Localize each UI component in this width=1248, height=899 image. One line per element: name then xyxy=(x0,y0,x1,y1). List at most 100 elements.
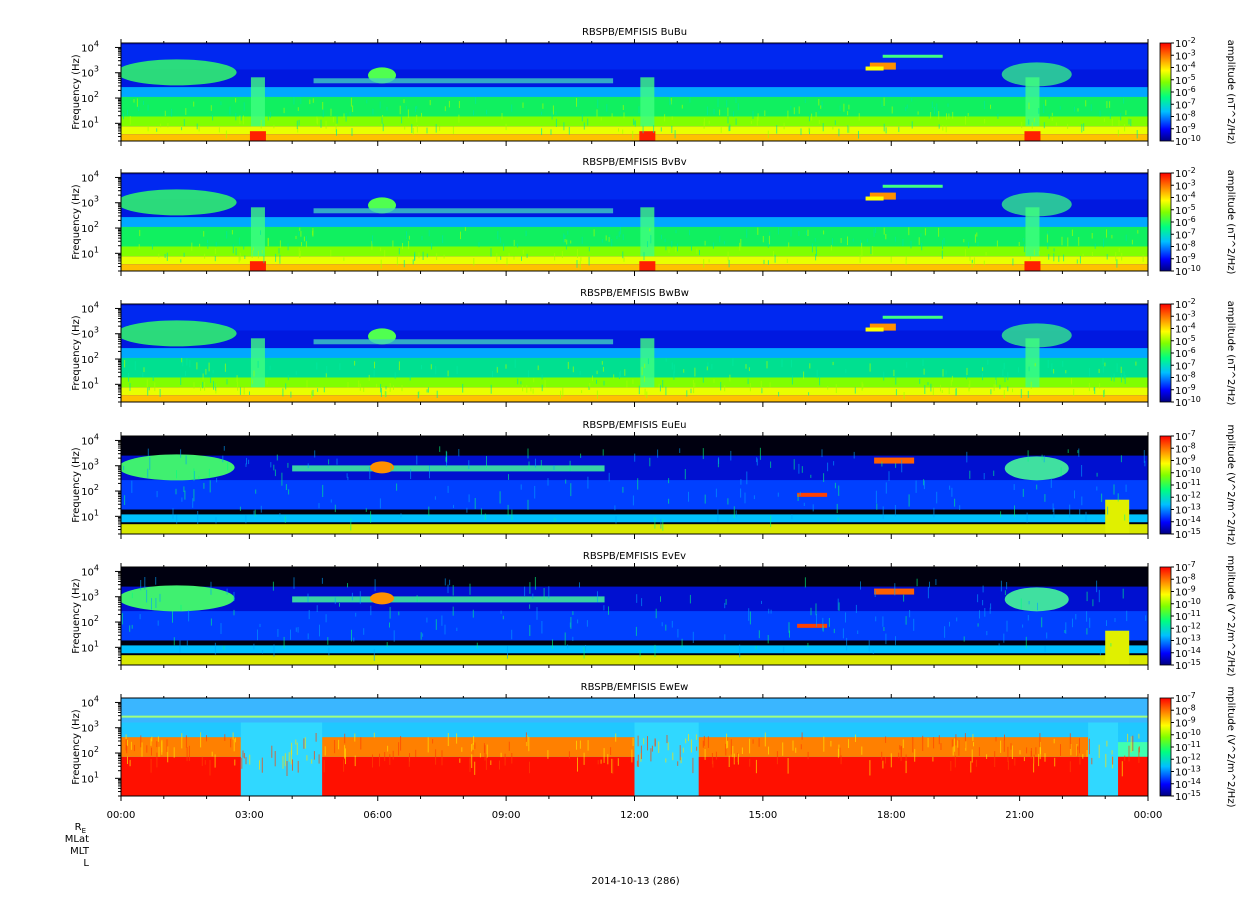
texture-mark xyxy=(409,753,410,762)
texture-mark xyxy=(456,733,458,744)
texture-mark xyxy=(412,127,414,135)
texture-mark xyxy=(1083,123,1085,131)
emission-blob xyxy=(370,592,395,605)
texture-mark xyxy=(614,505,616,511)
hiss-band xyxy=(292,465,605,472)
texture-mark xyxy=(176,470,177,479)
texture-mark xyxy=(407,109,409,118)
texture-mark xyxy=(133,744,135,752)
texture-mark xyxy=(529,604,531,609)
texture-mark xyxy=(955,734,957,746)
texture-mark xyxy=(608,606,609,615)
texture-mark xyxy=(416,595,418,602)
texture-mark xyxy=(798,106,800,114)
texture-mark xyxy=(152,375,154,381)
y-tick-base: 10 xyxy=(81,593,94,604)
texture-mark xyxy=(719,235,721,243)
texture-mark xyxy=(230,738,232,748)
texture-mark xyxy=(908,227,910,236)
texture-mark xyxy=(243,387,245,395)
red-dome-top xyxy=(698,737,1089,757)
texture-mark xyxy=(513,256,515,260)
texture-mark xyxy=(525,230,527,237)
texture-mark xyxy=(349,111,351,116)
colorbar-tick-label: 10-10 xyxy=(1175,395,1201,409)
texture-mark xyxy=(1003,389,1005,398)
colorbar-tick-exponent: -15 xyxy=(1188,789,1201,798)
ephemeris-label-text: MLT xyxy=(70,846,90,857)
texture-mark xyxy=(672,752,674,761)
texture-mark xyxy=(290,391,292,398)
emission-streak-2 xyxy=(797,623,828,628)
texture-mark xyxy=(1070,744,1072,756)
y-tick-base: 10 xyxy=(81,774,94,785)
texture-mark xyxy=(245,757,247,765)
texture-mark xyxy=(522,249,524,255)
texture-mark xyxy=(983,260,985,266)
texture-mark xyxy=(225,130,227,139)
colorbar-tick-base: 10 xyxy=(1175,694,1188,705)
texture-mark xyxy=(380,383,382,393)
texture-mark xyxy=(1122,588,1124,599)
texture-mark xyxy=(555,118,557,127)
texture-mark xyxy=(1034,363,1036,367)
colorbar-tick-exponent: -10 xyxy=(1188,395,1201,404)
texture-mark xyxy=(1130,736,1132,753)
texture-mark xyxy=(464,227,466,231)
texture-mark xyxy=(130,741,132,750)
colorbar-tick-exponent: -5 xyxy=(1188,73,1196,82)
texture-mark xyxy=(936,109,938,117)
texture-mark xyxy=(803,371,805,380)
texture-mark xyxy=(173,747,175,758)
texture-mark xyxy=(421,112,422,117)
texture-mark xyxy=(528,736,530,752)
texture-mark xyxy=(214,256,216,262)
late-burst xyxy=(1105,499,1130,534)
texture-mark xyxy=(971,749,973,763)
x-tick-label: 12:00 xyxy=(620,810,649,821)
texture-mark xyxy=(740,479,742,485)
texture-mark xyxy=(537,365,539,371)
texture-mark xyxy=(475,97,477,104)
texture-mark xyxy=(124,360,126,368)
texture-mark xyxy=(859,254,861,263)
texture-mark xyxy=(1025,636,1027,649)
texture-mark xyxy=(233,591,235,602)
colorbar-tick-label: 10-9 xyxy=(1175,716,1196,730)
colorbar-tick-base: 10 xyxy=(1175,444,1188,455)
texture-mark xyxy=(632,495,634,506)
texture-mark xyxy=(1128,118,1130,125)
texture-mark xyxy=(447,584,449,594)
texture-mark xyxy=(209,760,211,776)
texture-mark xyxy=(567,644,569,649)
texture-mark xyxy=(838,485,840,496)
texture-mark xyxy=(351,629,352,642)
texture-mark xyxy=(1037,602,1038,611)
texture-mark xyxy=(830,245,832,251)
texture-mark xyxy=(458,449,460,457)
texture-mark xyxy=(298,247,300,257)
texture-mark xyxy=(276,454,278,461)
texture-mark xyxy=(439,126,441,131)
texture-mark xyxy=(726,100,728,108)
colorbar-tick-exponent: -3 xyxy=(1188,48,1196,57)
ephemeris-label: L xyxy=(83,858,89,869)
texture-mark xyxy=(715,751,717,760)
texture-mark xyxy=(646,391,648,399)
texture-mark xyxy=(791,375,793,385)
texture-mark xyxy=(1106,254,1108,260)
texture-mark xyxy=(428,230,430,237)
y-tick-base: 10 xyxy=(81,224,94,235)
texture-mark xyxy=(188,610,190,622)
texture-mark xyxy=(1121,252,1123,261)
colorbar-tick-base: 10 xyxy=(1175,731,1188,742)
texture-mark xyxy=(138,106,140,111)
texture-mark xyxy=(706,366,708,371)
texture-mark xyxy=(253,247,254,251)
texture-mark xyxy=(576,740,577,750)
texture-mark xyxy=(1054,757,1056,767)
texture-mark xyxy=(257,360,259,368)
colorbar-tick-label: 10-5 xyxy=(1175,203,1196,217)
texture-mark xyxy=(597,760,599,765)
texture-mark xyxy=(374,579,376,592)
